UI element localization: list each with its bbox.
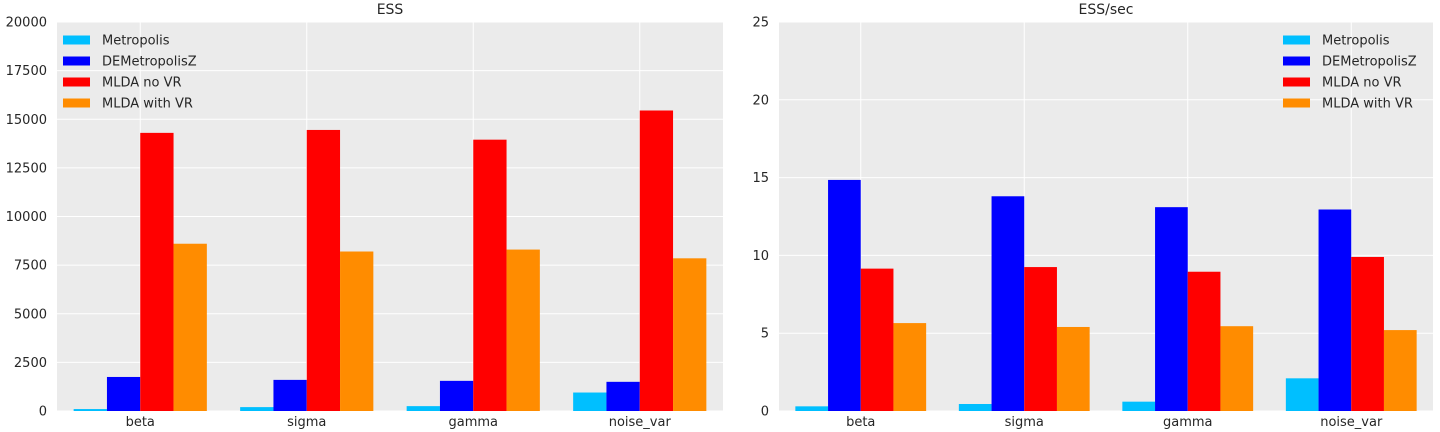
legend-label: Metropolis <box>102 34 170 49</box>
bar <box>439 380 474 411</box>
legend: Metropolis DEMetropolisZ MLDA no VR MLDA wi… <box>1283 34 1417 112</box>
legend-item: DEMetropolisZ <box>1283 55 1417 70</box>
bar <box>506 249 540 411</box>
x-tick-label: noise_var <box>1320 415 1383 430</box>
y-tick-label: 15 <box>752 171 769 186</box>
legend-swatch <box>63 56 90 66</box>
y-tick-label: 5000 <box>14 307 47 322</box>
bar <box>473 139 507 412</box>
bar <box>1155 207 1188 411</box>
legend-label: MLDA with VR <box>102 97 193 112</box>
y-tick-label: 10 <box>752 249 769 264</box>
bar <box>673 258 707 411</box>
chart-ess: 0 2500 5000 7500 10000 12500 15000 17500 20000 be… <box>6 2 723 430</box>
y-tick-label: 0 <box>761 405 769 420</box>
y-tick-label: 7500 <box>14 259 47 274</box>
bar <box>1383 330 1417 411</box>
x-tick-label: gamma <box>1163 415 1213 430</box>
bar <box>73 409 107 411</box>
legend-swatch <box>1283 56 1310 66</box>
bar <box>1122 401 1156 411</box>
bar <box>573 392 607 411</box>
y-tick-label: 15000 <box>6 113 47 128</box>
bar <box>173 243 207 411</box>
bar <box>340 251 374 411</box>
bar <box>306 129 341 411</box>
legend-item: MLDA no VR <box>63 76 182 91</box>
bar <box>406 406 440 411</box>
bar <box>1187 271 1221 411</box>
legend-item: Metropolis <box>63 34 170 49</box>
legend-item: MLDA with VR <box>1283 97 1413 112</box>
bar <box>240 407 274 411</box>
bar <box>639 110 674 411</box>
legend-label: DEMetropolisZ <box>102 55 197 70</box>
bar <box>273 379 307 411</box>
y-tick-label: 10000 <box>6 210 47 225</box>
bar <box>1285 378 1319 411</box>
legend-label: Metropolis <box>1322 34 1390 49</box>
y-tick-label: 2500 <box>14 356 47 371</box>
legend-swatch <box>1283 98 1310 108</box>
chart-title: ESS <box>377 2 404 18</box>
x-tick-label: beta <box>126 415 155 430</box>
legend-swatch <box>63 98 90 108</box>
bar <box>795 406 829 411</box>
legend-item: MLDA with VR <box>63 97 193 112</box>
y-tick-label: 12500 <box>6 161 47 176</box>
bar <box>860 268 894 411</box>
legend-swatch <box>63 35 90 45</box>
x-tick-label: noise_var <box>609 415 672 430</box>
x-tick-label: beta <box>846 415 875 430</box>
legend-label: MLDA no VR <box>1322 76 1402 91</box>
legend-item: Metropolis <box>1283 34 1390 49</box>
y-tick-label: 5 <box>761 327 769 342</box>
bar <box>1220 326 1254 411</box>
legend-swatch <box>1283 77 1310 87</box>
y-tick-label: 20000 <box>6 16 47 31</box>
y-tick-label: 25 <box>752 16 769 31</box>
y-tick-label: 17500 <box>6 64 47 79</box>
chart-ess-per-sec: 0 5 10 15 20 25 beta sigma gamma noise_var ESS/sec… <box>752 2 1433 430</box>
legend-swatch <box>1283 35 1310 45</box>
legend-label: MLDA with VR <box>1322 97 1413 112</box>
bar <box>1318 209 1352 411</box>
y-tick-label: 20 <box>752 93 769 108</box>
y-tick-label: 0 <box>39 405 47 420</box>
legend-item: DEMetropolisZ <box>63 55 197 70</box>
bar <box>106 376 141 411</box>
x-tick-label: gamma <box>448 415 498 430</box>
legend-item: MLDA no VR <box>1283 76 1402 91</box>
bar <box>1056 326 1090 411</box>
legend-swatch <box>63 77 90 87</box>
x-tick-label: sigma <box>1005 415 1044 430</box>
bar <box>991 196 1025 411</box>
legend-label: DEMetropolisZ <box>1322 55 1417 70</box>
bar <box>606 381 640 411</box>
legend-label: MLDA no VR <box>102 76 182 91</box>
chart-title: ESS/sec <box>1079 2 1134 18</box>
bar <box>828 179 861 411</box>
bar <box>1024 267 1057 411</box>
bar <box>893 323 927 411</box>
bar <box>140 132 174 412</box>
bar <box>958 403 992 411</box>
x-tick-label: sigma <box>287 415 326 430</box>
legend: Metropolis DEMetropolisZ MLDA no VR MLDA wi… <box>63 34 197 112</box>
bar <box>1351 256 1384 411</box>
